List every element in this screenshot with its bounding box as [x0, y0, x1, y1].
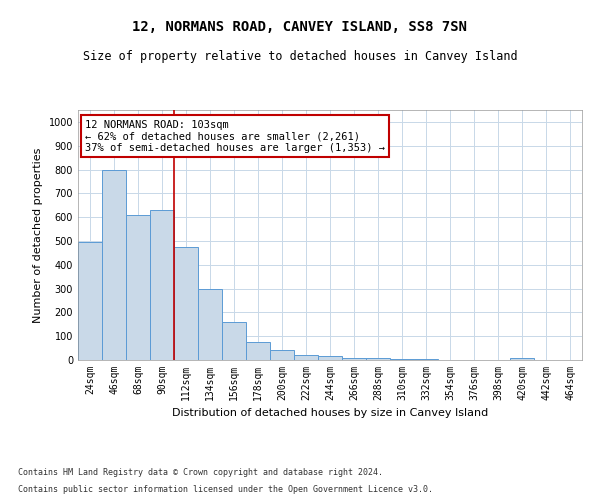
Y-axis label: Number of detached properties: Number of detached properties	[33, 148, 43, 322]
Bar	[270, 350, 294, 360]
Text: Contains HM Land Registry data © Crown copyright and database right 2024.: Contains HM Land Registry data © Crown c…	[18, 468, 383, 477]
Bar	[78, 242, 102, 360]
Bar	[174, 247, 198, 360]
Text: 12, NORMANS ROAD, CANVEY ISLAND, SS8 7SN: 12, NORMANS ROAD, CANVEY ISLAND, SS8 7SN	[133, 20, 467, 34]
Bar	[150, 210, 174, 360]
Bar	[198, 288, 222, 360]
Bar	[102, 170, 126, 360]
Bar	[390, 359, 414, 360]
Bar	[318, 356, 342, 360]
Text: Size of property relative to detached houses in Canvey Island: Size of property relative to detached ho…	[83, 50, 517, 63]
Bar	[126, 215, 150, 360]
X-axis label: Distribution of detached houses by size in Canvey Island: Distribution of detached houses by size …	[172, 408, 488, 418]
Text: Contains public sector information licensed under the Open Government Licence v3: Contains public sector information licen…	[18, 484, 433, 494]
Bar	[246, 342, 270, 360]
Text: 12 NORMANS ROAD: 103sqm
← 62% of detached houses are smaller (2,261)
37% of semi: 12 NORMANS ROAD: 103sqm ← 62% of detache…	[85, 120, 385, 152]
Bar	[294, 355, 318, 360]
Bar	[342, 358, 366, 360]
Bar	[222, 322, 246, 360]
Bar	[366, 358, 390, 360]
Bar	[510, 358, 534, 360]
